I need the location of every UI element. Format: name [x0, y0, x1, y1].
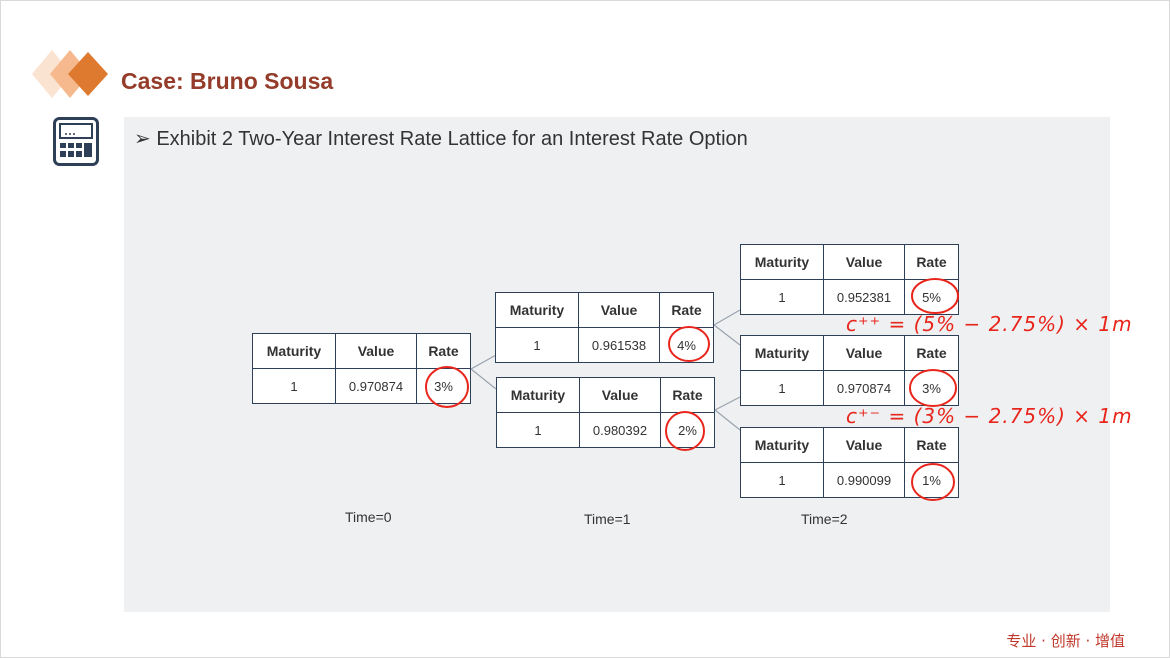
lattice-node-time0: Maturity Value Rate 1 0.970874 3%: [252, 333, 471, 404]
time-label-2: Time=2: [801, 511, 848, 527]
header-maturity: Maturity: [495, 292, 579, 328]
header-rate: Rate: [659, 292, 714, 328]
time-label-1: Time=1: [584, 511, 631, 527]
cell-value: 0.990099: [823, 462, 905, 498]
header-value: Value: [823, 427, 905, 463]
lattice-node-time2-downdown: Maturity Value Rate 1 0.990099 1%: [740, 427, 959, 498]
cell-rate: 1%: [904, 462, 959, 498]
cell-rate: 2%: [660, 412, 715, 448]
cell-maturity: 1: [740, 279, 824, 315]
exhibit-title: ➢ Exhibit 2 Two-Year Interest Rate Latti…: [134, 126, 748, 151]
slide-title: Case: Bruno Sousa: [121, 68, 334, 94]
header-maturity: Maturity: [740, 244, 824, 280]
header-rate: Rate: [904, 427, 959, 463]
header-rate: Rate: [904, 335, 959, 371]
header-rate: Rate: [904, 244, 959, 280]
ink-formula-upper: c⁺⁺ = (5% − 2.75%) × 1m: [846, 312, 1133, 336]
cell-rate: 4%: [659, 327, 714, 363]
time-label-0: Time=0: [345, 509, 392, 525]
lattice-node-time2-upup: Maturity Value Rate 1 0.952381 5%: [740, 244, 959, 315]
cell-maturity: 1: [496, 412, 580, 448]
header-rate: Rate: [416, 333, 471, 369]
lattice-node-time2-updown: Maturity Value Rate 1 0.970874 3%: [740, 335, 959, 406]
header-maturity: Maturity: [496, 377, 580, 413]
cell-maturity: 1: [252, 368, 336, 404]
logo-diamonds-icon: [32, 50, 108, 98]
cell-rate: 5%: [904, 279, 959, 315]
header-value: Value: [579, 377, 661, 413]
cell-value: 0.961538: [578, 327, 660, 363]
ink-formula-middle: c⁺⁻ = (3% − 2.75%) × 1m: [846, 404, 1133, 428]
header-value: Value: [578, 292, 660, 328]
cell-maturity: 1: [495, 327, 579, 363]
cell-value: 0.952381: [823, 279, 905, 315]
bullet-arrow-icon: ➢: [134, 128, 157, 150]
cell-rate: 3%: [416, 368, 471, 404]
header-rate: Rate: [660, 377, 715, 413]
cell-maturity: 1: [740, 370, 824, 406]
header-maturity: Maturity: [740, 335, 824, 371]
header-maturity: Maturity: [740, 427, 824, 463]
lattice-node-time1-up: Maturity Value Rate 1 0.961538 4%: [495, 292, 714, 363]
cell-value: 0.980392: [579, 412, 661, 448]
header-value: Value: [335, 333, 417, 369]
footer-tagline: 专业 · 创新 · 增值: [1006, 632, 1125, 650]
cell-rate: 3%: [904, 370, 959, 406]
header-value: Value: [823, 244, 905, 280]
header-maturity: Maturity: [252, 333, 336, 369]
header-value: Value: [823, 335, 905, 371]
exhibit-title-text: Exhibit 2 Two-Year Interest Rate Lattice…: [156, 128, 748, 150]
cell-value: 0.970874: [823, 370, 905, 406]
lattice-node-time1-down: Maturity Value Rate 1 0.980392 2%: [496, 377, 715, 448]
cell-value: 0.970874: [335, 368, 417, 404]
cell-maturity: 1: [740, 462, 824, 498]
calculator-icon: [53, 117, 99, 166]
